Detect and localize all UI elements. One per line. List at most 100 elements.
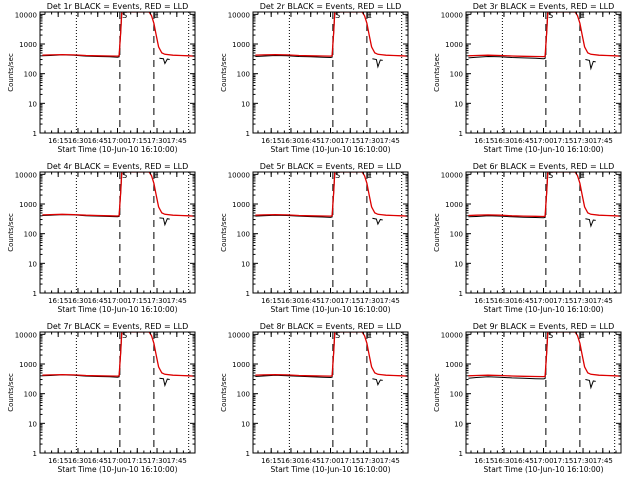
y-tick-label: 1000 xyxy=(19,361,37,369)
x-tick-label: 16:15 xyxy=(261,297,281,305)
events-series-line xyxy=(42,332,123,378)
interval-marker-e: E xyxy=(154,11,159,20)
events-series-line xyxy=(159,57,170,65)
x-axis-label: Start Time (10-Jun-10 16:10:00) xyxy=(484,305,604,314)
x-tick-label: 16:15 xyxy=(474,297,494,305)
x-tick-label: 16:30 xyxy=(494,137,514,145)
y-axis-label: Counts/sec xyxy=(220,373,228,412)
interval-marker-s: S xyxy=(122,331,127,340)
x-tick-label: 17:30 xyxy=(147,297,167,305)
y-tick-label: 1000 xyxy=(445,361,463,369)
x-tick-label: 16:15 xyxy=(474,457,494,465)
x-tick-label: 17:45 xyxy=(593,457,613,465)
x-tick-label: 17:30 xyxy=(360,457,380,465)
x-tick-label: 16:45 xyxy=(301,297,321,305)
y-tick-label: 1 xyxy=(33,290,37,298)
y-tick-label: 1000 xyxy=(445,201,463,209)
y-tick-label: 100 xyxy=(237,231,250,239)
y-tick-label: 100 xyxy=(237,71,250,79)
y-tick-label: 10 xyxy=(454,100,463,108)
y-tick-label: 1000 xyxy=(232,361,250,369)
interval-marker-s: S xyxy=(548,11,553,20)
events-series-line xyxy=(468,172,549,219)
x-tick-label: 16:15 xyxy=(261,137,281,145)
x-axis-label: Start Time (10-Jun-10 16:10:00) xyxy=(484,465,604,474)
plot-frame xyxy=(39,11,196,134)
x-tick-label: 17:30 xyxy=(360,137,380,145)
y-tick-label: 1000 xyxy=(232,201,250,209)
x-tick-label: 16:45 xyxy=(514,297,534,305)
x-tick-label: 16:15 xyxy=(48,457,68,465)
y-tick-label: 10000 xyxy=(15,331,37,339)
interval-marker-s: S xyxy=(548,171,553,180)
x-tick-label: 17:15 xyxy=(553,457,573,465)
x-axis-label: Start Time (10-Jun-10 16:10:00) xyxy=(58,465,178,474)
y-axis-label: Counts/sec xyxy=(433,373,441,412)
chart-title: Det 2r BLACK = Events, RED = LLD xyxy=(260,2,402,11)
x-tick-label: 16:15 xyxy=(48,137,68,145)
events-series-line xyxy=(255,12,336,59)
y-tick-label: 100 xyxy=(450,71,463,79)
y-tick-label: 10 xyxy=(28,260,37,268)
y-tick-label: 100 xyxy=(24,391,37,399)
y-tick-label: 1000 xyxy=(445,41,463,49)
x-axis-label: Start Time (10-Jun-10 16:10:00) xyxy=(58,145,178,154)
chart-title: Det 5r BLACK = Events, RED = LLD xyxy=(260,162,402,171)
events-series-line xyxy=(585,59,596,71)
y-tick-label: 10000 xyxy=(441,11,463,19)
lld-series-line xyxy=(468,12,621,58)
y-tick-label: 100 xyxy=(450,231,463,239)
lld-series-line xyxy=(255,332,408,377)
x-tick-label: 17:30 xyxy=(147,457,167,465)
interval-marker-e: E xyxy=(580,331,585,340)
x-tick-label: 17:45 xyxy=(167,297,187,305)
interval-marker-s: S xyxy=(335,11,340,20)
x-tick-label: 17:15 xyxy=(340,297,360,305)
y-tick-label: 1000 xyxy=(19,201,37,209)
interval-marker-s: S xyxy=(122,171,127,180)
interval-marker-s: S xyxy=(548,331,553,340)
events-series-line xyxy=(159,377,170,388)
y-tick-label: 1 xyxy=(33,130,37,138)
x-tick-label: 16:15 xyxy=(261,457,281,465)
interval-marker-s: S xyxy=(335,171,340,180)
x-tick-label: 16:45 xyxy=(88,457,108,465)
x-tick-label: 17:15 xyxy=(127,137,147,145)
chart-title: Det 9r BLACK = Events, RED = LLD xyxy=(473,322,615,331)
x-tick-label: 16:30 xyxy=(68,457,88,465)
events-series-line xyxy=(42,172,123,218)
lld-series-line xyxy=(42,332,195,377)
chart-panel-6: 1 10 100 1000 10000 16:15 16:30 16:45 17:00 17:15… xyxy=(433,162,622,314)
y-tick-label: 10 xyxy=(28,100,37,108)
y-axis-label: Counts/sec xyxy=(220,53,228,92)
y-tick-label: 10000 xyxy=(228,11,250,19)
events-series-line xyxy=(42,12,123,58)
y-tick-label: 100 xyxy=(24,231,37,239)
x-tick-label: 17:45 xyxy=(593,137,613,145)
plot-frame xyxy=(252,171,409,294)
x-tick-label: 17:00 xyxy=(320,137,340,145)
events-series-line xyxy=(372,378,383,387)
x-axis-label: Start Time (10-Jun-10 16:10:00) xyxy=(271,305,391,314)
events-series-line xyxy=(468,12,549,60)
plot-frame xyxy=(465,331,622,454)
lld-series-line xyxy=(42,172,195,217)
lld-series-line xyxy=(255,12,408,57)
y-tick-label: 10000 xyxy=(228,171,250,179)
x-tick-label: 17:15 xyxy=(127,297,147,305)
y-axis-label: Counts/sec xyxy=(433,53,441,92)
interval-marker-e: E xyxy=(367,331,372,340)
interval-marker-e: E xyxy=(580,171,585,180)
chart-panel-3: 1 10 100 1000 10000 16:15 16:30 16:45 17:00 17:15… xyxy=(433,2,622,154)
events-series-line xyxy=(255,332,336,379)
x-tick-label: 16:30 xyxy=(494,457,514,465)
chart-panel-7: 1 10 100 1000 10000 16:15 16:30 16:45 17:00 17:15… xyxy=(7,322,196,474)
chart-title: Det 6r BLACK = Events, RED = LLD xyxy=(473,162,615,171)
events-series-line xyxy=(585,218,596,228)
x-tick-label: 17:00 xyxy=(107,457,127,465)
x-tick-label: 16:45 xyxy=(88,137,108,145)
lld-series-line xyxy=(468,332,621,378)
interval-marker-e: E xyxy=(367,11,372,20)
x-tick-label: 16:15 xyxy=(474,137,494,145)
